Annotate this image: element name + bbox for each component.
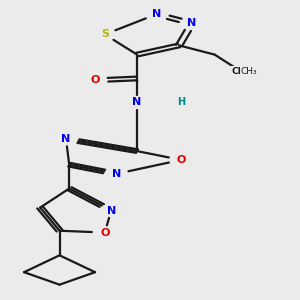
Text: O: O [90,75,100,85]
Text: N: N [133,97,142,107]
Text: N: N [61,134,70,144]
Text: O: O [176,155,186,165]
Text: N: N [188,18,196,28]
Text: N: N [112,169,121,179]
Text: CH₃: CH₃ [241,67,257,76]
Text: N: N [152,9,161,19]
Text: H: H [177,97,185,107]
Text: N: N [106,206,116,215]
Text: CH₃: CH₃ [231,67,250,76]
Text: O: O [100,228,110,238]
Text: S: S [101,29,109,39]
